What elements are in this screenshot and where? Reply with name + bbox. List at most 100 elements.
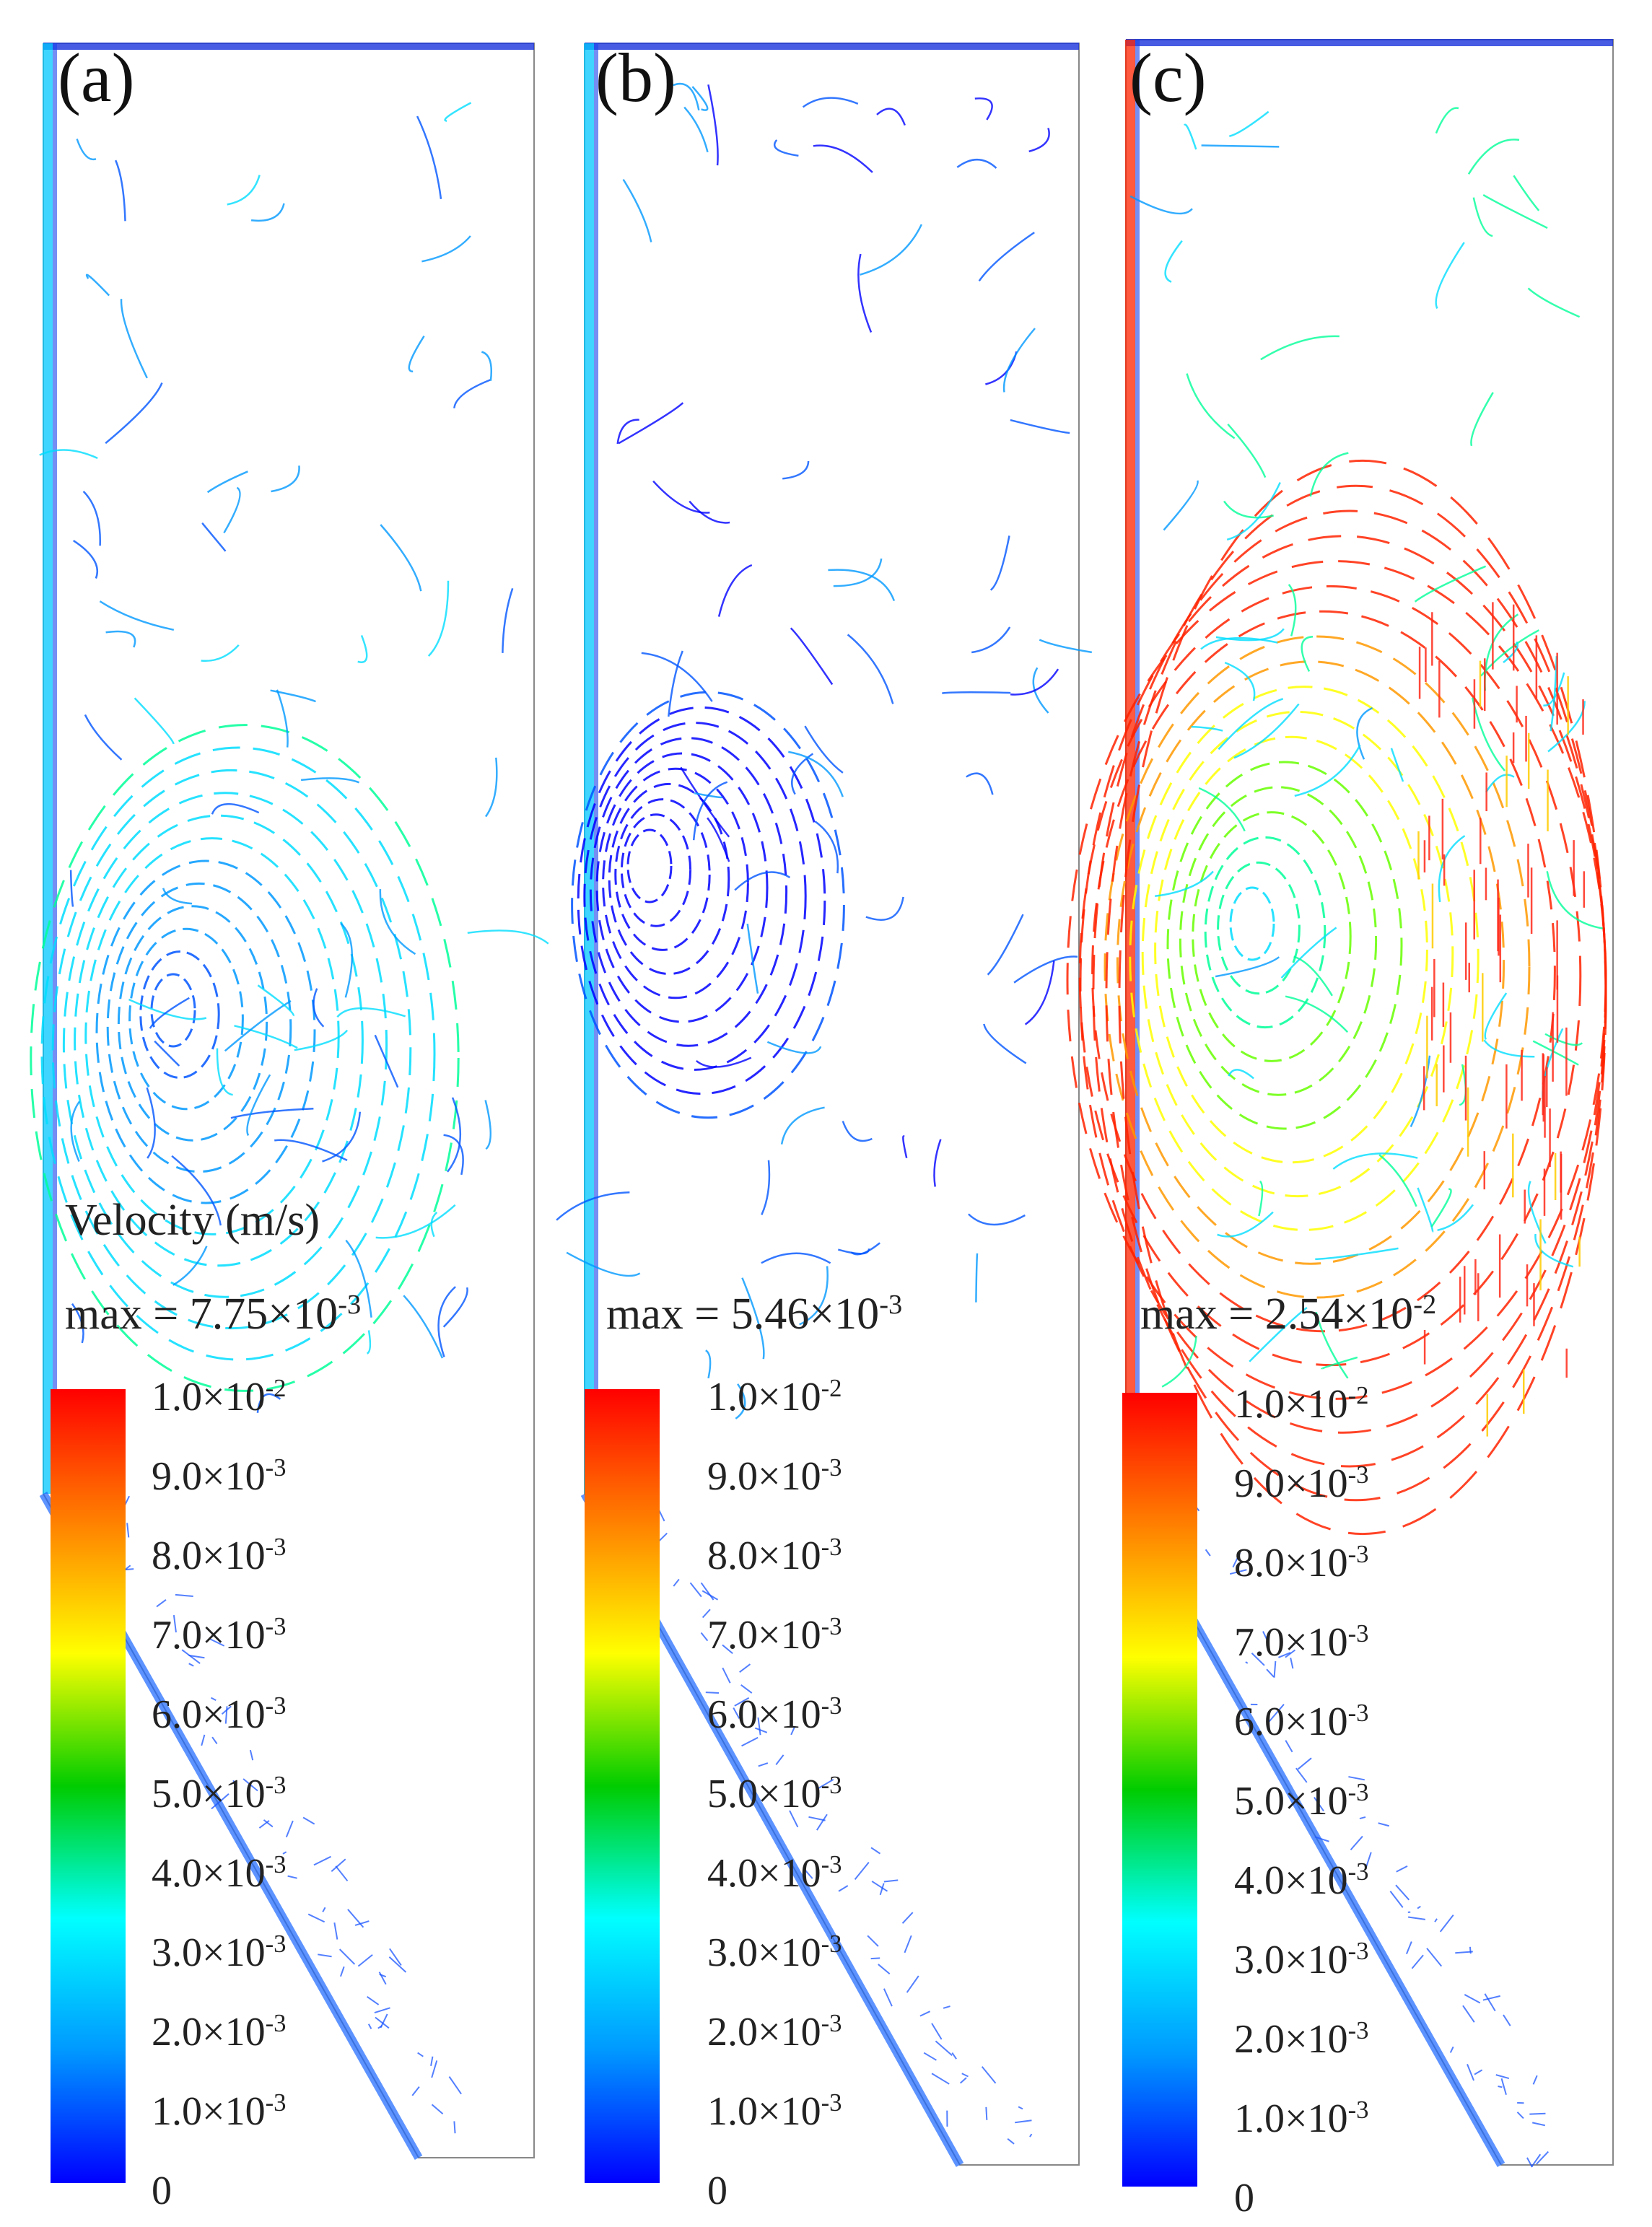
streamline-segment [313, 988, 325, 1028]
streamline-segment [1228, 1069, 1254, 1080]
slope-streamline [302, 1816, 315, 1825]
streamline-segment [692, 781, 728, 841]
slope-streamline [1455, 1951, 1473, 1954]
streamline-segment [1285, 995, 1349, 1033]
vortex-streamline [589, 737, 788, 1047]
colorbar [51, 1389, 126, 2183]
tick-exponent: -3 [821, 1770, 842, 1799]
slope-streamline [357, 1953, 373, 1967]
vortex-streamline [74, 814, 364, 1267]
tick-base: 5.0×10 [707, 1772, 821, 1816]
slope-streamline [1278, 1652, 1291, 1658]
slope-streamline [307, 1913, 325, 1923]
streamline-segment [416, 115, 442, 199]
streamline-segment [1258, 1180, 1264, 1217]
streamline-segment [1260, 335, 1339, 361]
slope-streamline [1396, 1865, 1408, 1873]
streamline-segment [1191, 725, 1223, 732]
slope-streamline [1498, 2085, 1503, 2088]
tick-exponent: -3 [1347, 1936, 1369, 1965]
streamline-segment [933, 1139, 942, 1187]
colorbar-tick-label: 1.0×10-3 [1234, 2097, 1369, 2139]
streamline-segment [453, 379, 491, 408]
colorbar-tick-label: 4.0×10-3 [152, 1852, 287, 1894]
streamline-segment [443, 1134, 464, 1176]
streamline-segment [707, 84, 719, 166]
tick-exponent: -3 [821, 2088, 842, 2117]
vortex-streamline [1141, 710, 1454, 1198]
slope-streamline [854, 1862, 870, 1880]
streamline-segment [467, 929, 549, 945]
tick-base: 1.0×10 [152, 1375, 266, 1419]
streamline-segment [641, 652, 713, 702]
slope-streamline [867, 1935, 879, 1947]
slope-streamline [333, 1922, 338, 1940]
streamline-segment [1315, 1311, 1349, 1379]
colorbar-tick-label: 3.0×10-3 [707, 1929, 842, 1975]
streamline-segment [1280, 927, 1337, 979]
streamline-segment [673, 82, 700, 111]
vortex-streamline [62, 792, 388, 1298]
tick-exponent: -2 [821, 1373, 842, 1402]
slope-streamline [838, 1885, 849, 1892]
slope-streamline [1434, 1918, 1438, 1922]
colorbar-tick-label: 5.0×10-3 [1234, 1780, 1369, 1821]
streamline-segment [1288, 584, 1297, 636]
streamline-segment [120, 299, 148, 379]
tick-base: 3.0×10 [707, 1930, 821, 1975]
streamline-segment [1010, 419, 1070, 434]
vortex-streamline [626, 828, 673, 904]
streamline-segment [300, 777, 360, 784]
streamline-segment [1356, 706, 1373, 760]
colorbar-tick-label: 6.0×10-3 [1234, 1698, 1369, 1742]
streamline-segment [345, 1239, 372, 1318]
slope-streamline [374, 2007, 390, 2014]
streamline-segment [956, 159, 997, 169]
streamline-segment [481, 351, 492, 381]
max-velocity-exponent: -3 [338, 1289, 362, 1320]
streamline-segment [1226, 481, 1281, 541]
vortex-streamline [30, 724, 460, 1392]
slope-streamline [1482, 1995, 1500, 2001]
slope-streamline [318, 1953, 332, 1958]
max-velocity-exponent: -2 [1413, 1289, 1437, 1320]
streamline-segment [622, 178, 652, 242]
vortex-streamline [583, 722, 807, 1071]
vortex-streamline [571, 691, 845, 1119]
colorbar-tick-label: 0 [152, 2171, 172, 2211]
slope-streamline [1411, 1954, 1424, 1969]
tick-base: 6.0×10 [707, 1692, 821, 1737]
slope-streamline [689, 1582, 702, 1598]
streamline-segment [380, 524, 422, 592]
slope-streamline [172, 1614, 177, 1633]
colorbar-tick-label: 8.0×10-3 [1234, 1541, 1369, 1583]
tick-exponent: -3 [821, 1929, 842, 1958]
streamline-segment [683, 106, 709, 153]
slope-streamline [1484, 1993, 1496, 2012]
streamline-segment [69, 870, 74, 907]
vortex-streamline [1078, 585, 1582, 1367]
slope-streamline [757, 1717, 761, 1736]
streamline-segment [1294, 744, 1361, 797]
vortex-streamline [51, 769, 412, 1330]
slope-streamline [335, 1865, 349, 1882]
slope-streamline [249, 1749, 254, 1761]
slope-streamline [1500, 2078, 1507, 2096]
tick-exponent: -2 [1347, 1381, 1369, 1409]
streamline-segment [162, 888, 193, 905]
slope-streamline [1467, 2063, 1474, 2081]
streamline-segment [741, 1277, 765, 1360]
slope-streamline [878, 1964, 891, 1975]
vortex-streamline [602, 767, 749, 999]
streamline-segment [566, 1251, 641, 1277]
streamline-segment [1485, 774, 1515, 793]
max-velocity-text: max = 7.75×10 [65, 1290, 338, 1339]
panel-b: (b) max = 5.46×10-3 1.0×10-2 9.0×10-3 8.0×… [556, 0, 1097, 2227]
tick-exponent: -3 [1347, 1698, 1369, 1727]
slope-streamline [181, 1649, 201, 1664]
tick-exponent: -3 [265, 1691, 287, 1720]
streamline-segment [1229, 110, 1269, 137]
slope-streamline [733, 1707, 740, 1719]
slope-streamline [1285, 1649, 1296, 1658]
vortex-streamline [117, 905, 268, 1142]
